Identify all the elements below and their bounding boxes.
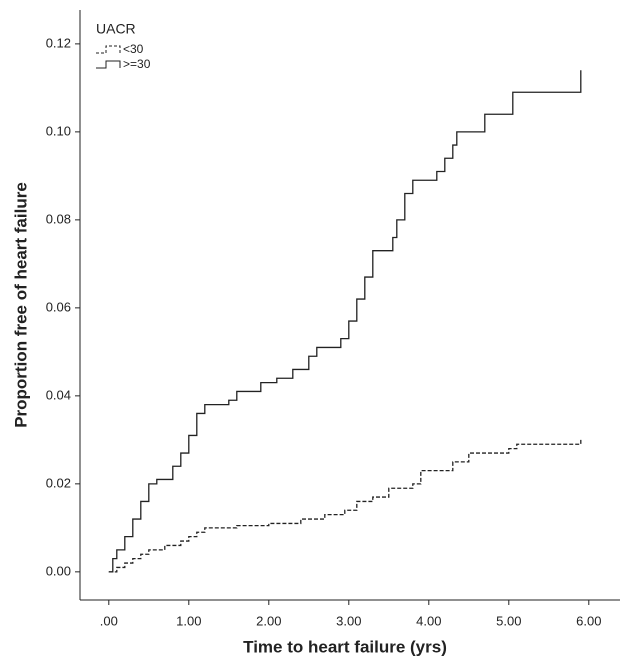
y-tick-label: 0.12 [46,35,71,50]
y-tick-label: 0.02 [46,475,71,490]
y-tick-label: 0.04 [46,387,71,402]
x-tick-label: 3.00 [336,613,361,628]
y-tick-label: 0.10 [46,123,71,138]
legend-label: >=30 [123,57,151,71]
x-tick-label: 1.00 [176,613,201,628]
x-tick-label: 2.00 [256,613,281,628]
km-curve [108,70,582,573]
y-axis-title: Proportion free of heart failure [11,182,30,428]
x-tick-label: 5.00 [496,613,521,628]
km-curve [108,439,582,573]
x-axis-title: Time to heart failure (yrs) [243,637,447,656]
x-tick-label: .00 [100,613,118,628]
x-tick-label: 6.00 [576,613,601,628]
y-tick-label: 0.00 [46,563,71,578]
legend-swatch [96,45,121,54]
legend-label: <30 [123,42,144,56]
y-tick-label: 0.06 [46,299,71,314]
legend-title: UACR [96,21,136,37]
x-tick-label: 4.00 [416,613,441,628]
y-tick-label: 0.08 [46,211,71,226]
legend-swatch [96,60,121,69]
